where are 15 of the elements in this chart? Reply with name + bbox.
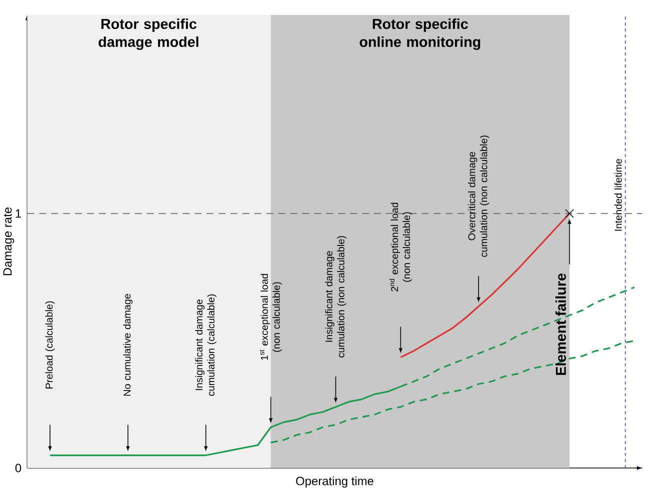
annotation: Insignificant damage cumulation (calculable) (195, 294, 216, 396)
annotation: Rotor specific online monitoring (360, 18, 480, 50)
annotation: Intended lifetime (614, 158, 622, 231)
x-axis-title: Operating time (296, 476, 374, 488)
annotation: Insignificant damage cumulation (non calculable) (325, 236, 346, 358)
annotation: Element failure (555, 274, 566, 375)
y-tick-label: 1 (16, 209, 21, 218)
annotation: Overcritical damage cumulation (non calculable) (468, 136, 490, 257)
y-tick-label: 0 (15, 464, 22, 472)
annotation: No cumulative damage (123, 294, 133, 396)
y-axis-title: Damage rate (3, 208, 14, 276)
annotation: 1$^{st}$ exceptional load (non calculable) (260, 274, 282, 360)
annotation: 2$^{nd}$ exceptional load (non calculable) (389, 202, 412, 292)
annotation: Preload (calculable) (45, 301, 55, 388)
annotation: Rotor specific damage model (98, 18, 198, 50)
